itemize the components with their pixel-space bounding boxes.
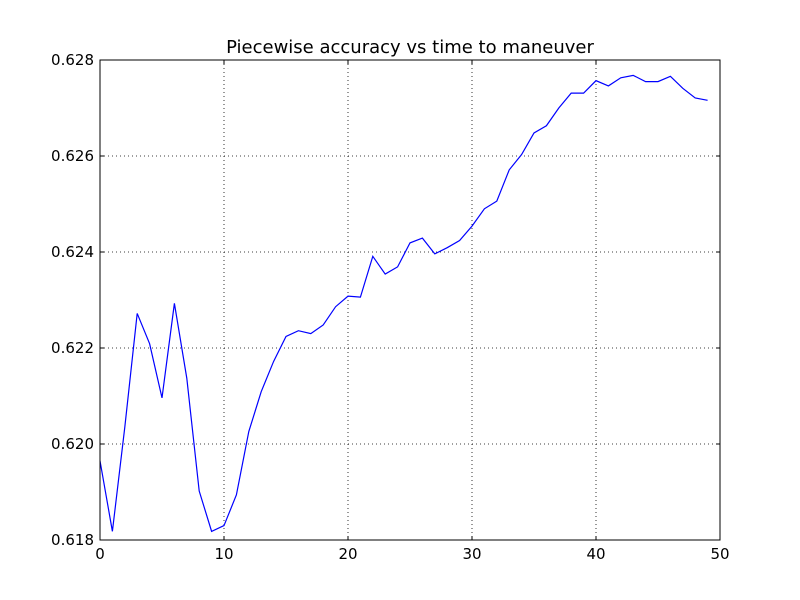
ticks [99, 59, 721, 541]
y-tick-label: 0.624 [51, 243, 94, 261]
series-line [99, 74, 708, 533]
y-tick-label: 0.626 [51, 147, 94, 165]
y-tick-labels: 0.618 0.620 0.622 0.624 0.626 0.628 [51, 51, 94, 549]
y-tick-label: 0.618 [51, 531, 94, 549]
x-tick-label: 30 [462, 545, 481, 563]
plot-frame [99, 59, 721, 541]
x-tick-label: 40 [586, 545, 605, 563]
grid [100, 60, 720, 540]
x-tick-label: 50 [710, 545, 729, 563]
data-points [99, 75, 708, 532]
plot-area [100, 60, 720, 540]
y-tick-label: 0.622 [51, 339, 94, 357]
x-tick-label: 0 [95, 545, 105, 563]
x-tick-label: 20 [338, 545, 357, 563]
chart-title: Piecewise accuracy vs time to maneuver [226, 37, 594, 58]
y-tick-label: 0.628 [51, 51, 94, 69]
x-tick-labels: 0 10 20 30 40 50 [95, 545, 729, 563]
x-tick-label: 10 [214, 545, 233, 563]
y-tick-label: 0.620 [51, 435, 94, 453]
